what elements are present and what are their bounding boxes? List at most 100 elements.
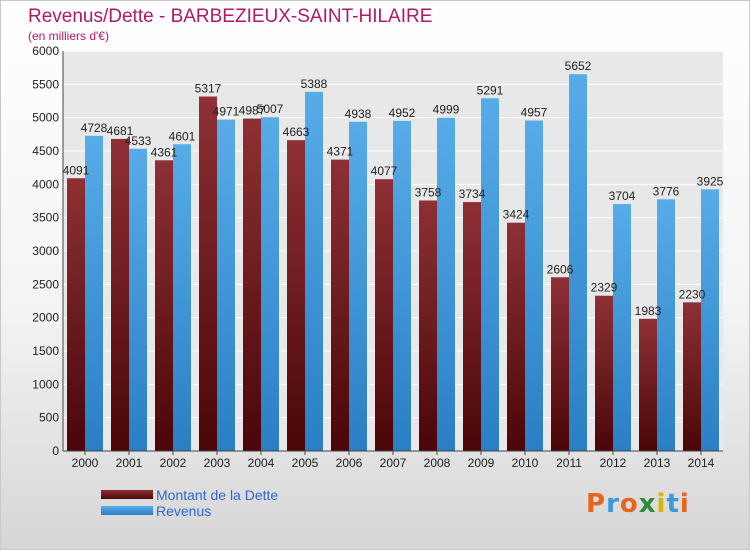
- debt-bar: [111, 138, 129, 451]
- legend-label-debt: Montant de la Dette: [156, 487, 279, 503]
- x-tick-label: 2005: [292, 456, 319, 470]
- y-tick-label: 2000: [32, 311, 59, 325]
- revenue-bar: [481, 98, 499, 452]
- debt-bar-value-label: 4371: [327, 145, 354, 159]
- logo-letter: i: [679, 489, 690, 519]
- debt-bar-value-label: 3424: [503, 208, 530, 222]
- legend-label-revenue: Revenus: [156, 503, 212, 519]
- y-tick-label: 4000: [32, 177, 59, 191]
- y-tick-label: 6000: [32, 44, 59, 58]
- revenue-bar-value-label: 4957: [521, 106, 548, 120]
- debt-bar-value-label: 4987: [239, 104, 266, 118]
- revenue-bar: [305, 91, 323, 452]
- debt-bar-value-label: 2606: [547, 262, 574, 276]
- legend-swatch-revenue: [101, 506, 153, 515]
- revenue-bar: [261, 117, 279, 451]
- proxiti-logo: Proxiti: [586, 489, 690, 519]
- x-tick-label: 2009: [468, 456, 495, 470]
- revenue-bar-value-label: 5388: [301, 77, 328, 91]
- revenue-bar: [129, 148, 147, 452]
- debt-bar: [243, 118, 261, 452]
- x-tick-label: 2014: [688, 456, 715, 470]
- debt-bar: [287, 140, 305, 451]
- revenue-bar: [657, 199, 675, 451]
- revenue-bar-value-label: 3925: [697, 174, 724, 188]
- x-tick-label: 2012: [600, 456, 627, 470]
- x-tick-label: 2007: [380, 456, 407, 470]
- debt-bar-value-label: 2329: [591, 281, 618, 295]
- y-tick-label: 3000: [32, 244, 59, 258]
- debt-bar: [375, 179, 393, 451]
- revenue-bar-value-label: 4952: [389, 106, 416, 120]
- y-tick-label: 1000: [32, 377, 59, 391]
- debt-bar-value-label: 3758: [415, 185, 442, 199]
- y-tick-label: 3500: [32, 211, 59, 225]
- x-tick-label: 2002: [160, 456, 187, 470]
- legend-swatch-debt: [101, 490, 153, 499]
- debt-bar: [507, 222, 525, 451]
- y-tick-label: 5000: [32, 111, 59, 125]
- debt-bar: [683, 302, 701, 451]
- debt-bar: [331, 159, 349, 451]
- debt-bar: [463, 202, 481, 451]
- x-tick-label: 2001: [116, 456, 143, 470]
- debt-bar: [155, 160, 173, 451]
- y-tick-label: 5500: [32, 77, 59, 91]
- revenue-bar: [173, 144, 191, 451]
- revenue-bar-value-label: 3776: [653, 184, 680, 198]
- y-tick-label: 1500: [32, 344, 59, 358]
- debt-bar-value-label: 4361: [151, 145, 178, 159]
- revenue-bar: [525, 120, 543, 452]
- debt-bar: [595, 295, 613, 451]
- revenue-bar-value-label: 5291: [477, 83, 504, 97]
- revenue-bar-value-label: 5007: [257, 102, 284, 116]
- revenue-bar-value-label: 3704: [609, 189, 636, 203]
- revenue-bar-value-label: 4601: [169, 129, 196, 143]
- logo-letter: P: [586, 489, 607, 519]
- x-tick-label: 2010: [512, 456, 539, 470]
- debt-bar-value-label: 4091: [63, 163, 90, 177]
- revenue-bar-value-label: 4728: [81, 121, 108, 135]
- revenue-bar: [437, 117, 455, 451]
- revenue-bar-value-label: 4938: [345, 107, 372, 121]
- logo-letter: t: [666, 489, 680, 519]
- debt-bar-value-label: 1983: [635, 304, 662, 318]
- logo-letter: r: [606, 489, 620, 519]
- debt-bar: [199, 96, 217, 452]
- debt-bar: [639, 318, 657, 451]
- revenue-bar: [85, 135, 103, 452]
- x-tick-label: 2000: [72, 456, 99, 470]
- revenue-bar-value-label: 4999: [433, 103, 460, 117]
- revenue-bar: [349, 121, 367, 452]
- debt-bar-value-label: 4663: [283, 125, 310, 139]
- y-tick-label: 4500: [32, 144, 59, 158]
- chart-title: Revenus/Dette - BARBEZIEUX-SAINT-HILAIRE: [28, 6, 433, 27]
- revenue-bar: [701, 189, 719, 452]
- debt-bar-value-label: 2230: [679, 287, 706, 301]
- debt-bar: [419, 200, 437, 451]
- y-tick-label: 500: [39, 411, 59, 425]
- revenue-bar-value-label: 4533: [125, 134, 152, 148]
- revenue-bar: [569, 74, 587, 451]
- revenue-bar-value-label: 5652: [565, 59, 592, 73]
- chart-subtitle: (en milliers d'€): [28, 29, 109, 43]
- x-tick-label: 2011: [556, 456, 582, 470]
- debt-bar: [551, 277, 569, 451]
- x-tick-label: 2003: [204, 456, 231, 470]
- logo-letter: x: [638, 489, 657, 519]
- debt-bar-value-label: 4681: [107, 124, 134, 138]
- debt-bar-value-label: 3734: [459, 187, 486, 201]
- x-tick-label: 2013: [644, 456, 671, 470]
- debt-bar-value-label: 5317: [195, 82, 222, 96]
- debt-bar: [67, 178, 85, 451]
- revenue-bar-value-label: 4971: [213, 105, 240, 119]
- x-tick-label: 2008: [424, 456, 451, 470]
- x-tick-label: 2006: [336, 456, 363, 470]
- logo-letter: o: [619, 489, 639, 519]
- y-tick-label: 0: [52, 444, 59, 458]
- logo-letter: i: [656, 489, 667, 519]
- revenue-bar: [393, 120, 411, 451]
- y-tick-label: 2500: [32, 277, 59, 291]
